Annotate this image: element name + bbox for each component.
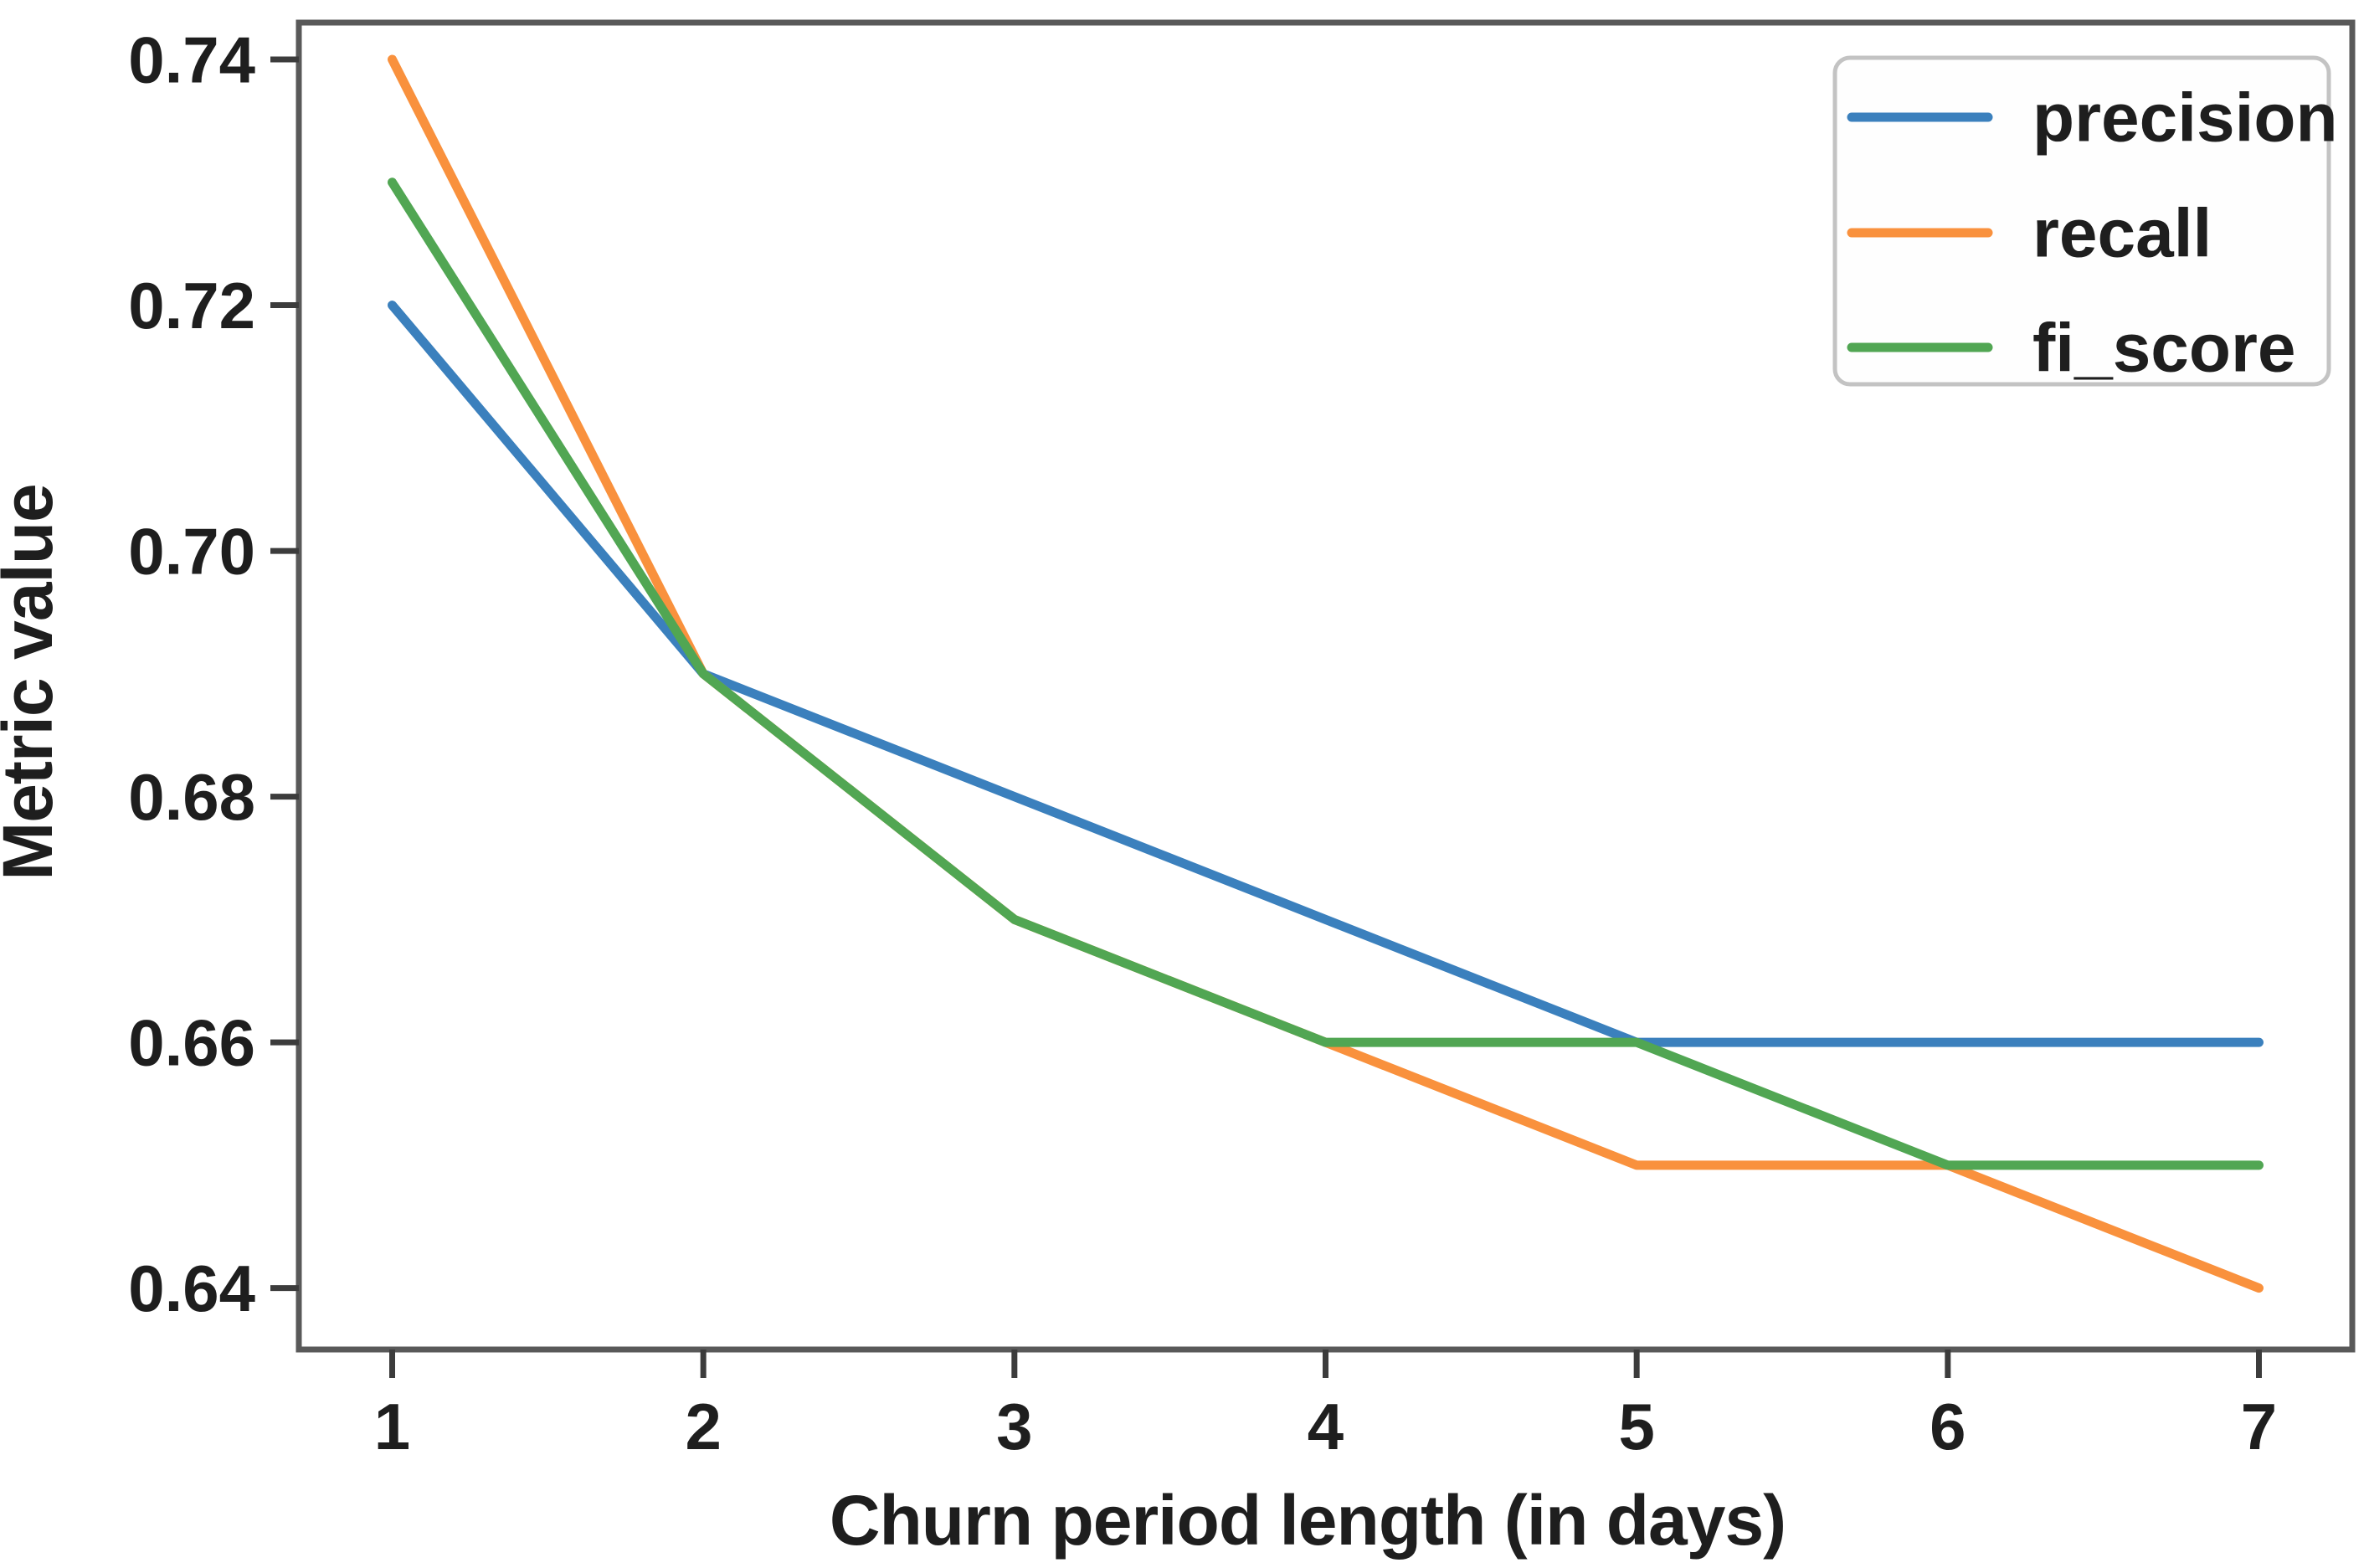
x-tick-label: 4	[1308, 1390, 1344, 1463]
x-tick-label: 7	[2241, 1390, 2277, 1463]
x-tick-label: 2	[685, 1390, 721, 1463]
y-tick-label: 0.74	[128, 23, 255, 96]
legend-label-fi_score: fi_score	[2032, 311, 2296, 387]
x-tick-label: 3	[996, 1390, 1032, 1463]
y-axis-label: Metric value	[0, 484, 67, 881]
y-tick-label: 0.68	[128, 760, 255, 834]
legend-box	[1832, 55, 2331, 387]
legend-label-recall: recall	[2032, 196, 2212, 272]
x-tick-label: 1	[374, 1390, 410, 1463]
x-axis-label: Churn period length (in days)	[830, 1481, 1786, 1560]
y-axis-ticks: 0.64 0.66 0.68 0.70 0.72 0.74	[128, 23, 299, 1325]
x-tick-label: 5	[1618, 1390, 1654, 1463]
y-tick-label: 0.66	[128, 1005, 255, 1079]
y-tick-label: 0.64	[128, 1252, 255, 1325]
legend-item-fi_score: fi_score	[1847, 311, 2296, 387]
legend-item-recall: recall	[1847, 196, 2212, 272]
legend-label-precision: precision	[2032, 80, 2338, 157]
x-axis-ticks: 1 2 3 4 5 6 7	[374, 1350, 2277, 1463]
series-line-fi_score	[388, 177, 2264, 1170]
legend: precision recall fi_score	[1832, 55, 2338, 387]
x-tick-label: 6	[1930, 1390, 1966, 1463]
legend-item-precision: precision	[1847, 80, 2338, 157]
y-tick-label: 0.72	[128, 269, 255, 342]
legend-items: precision recall fi_score	[1847, 80, 2338, 387]
series-lines	[388, 54, 2264, 1293]
y-tick-label: 0.70	[128, 514, 255, 588]
